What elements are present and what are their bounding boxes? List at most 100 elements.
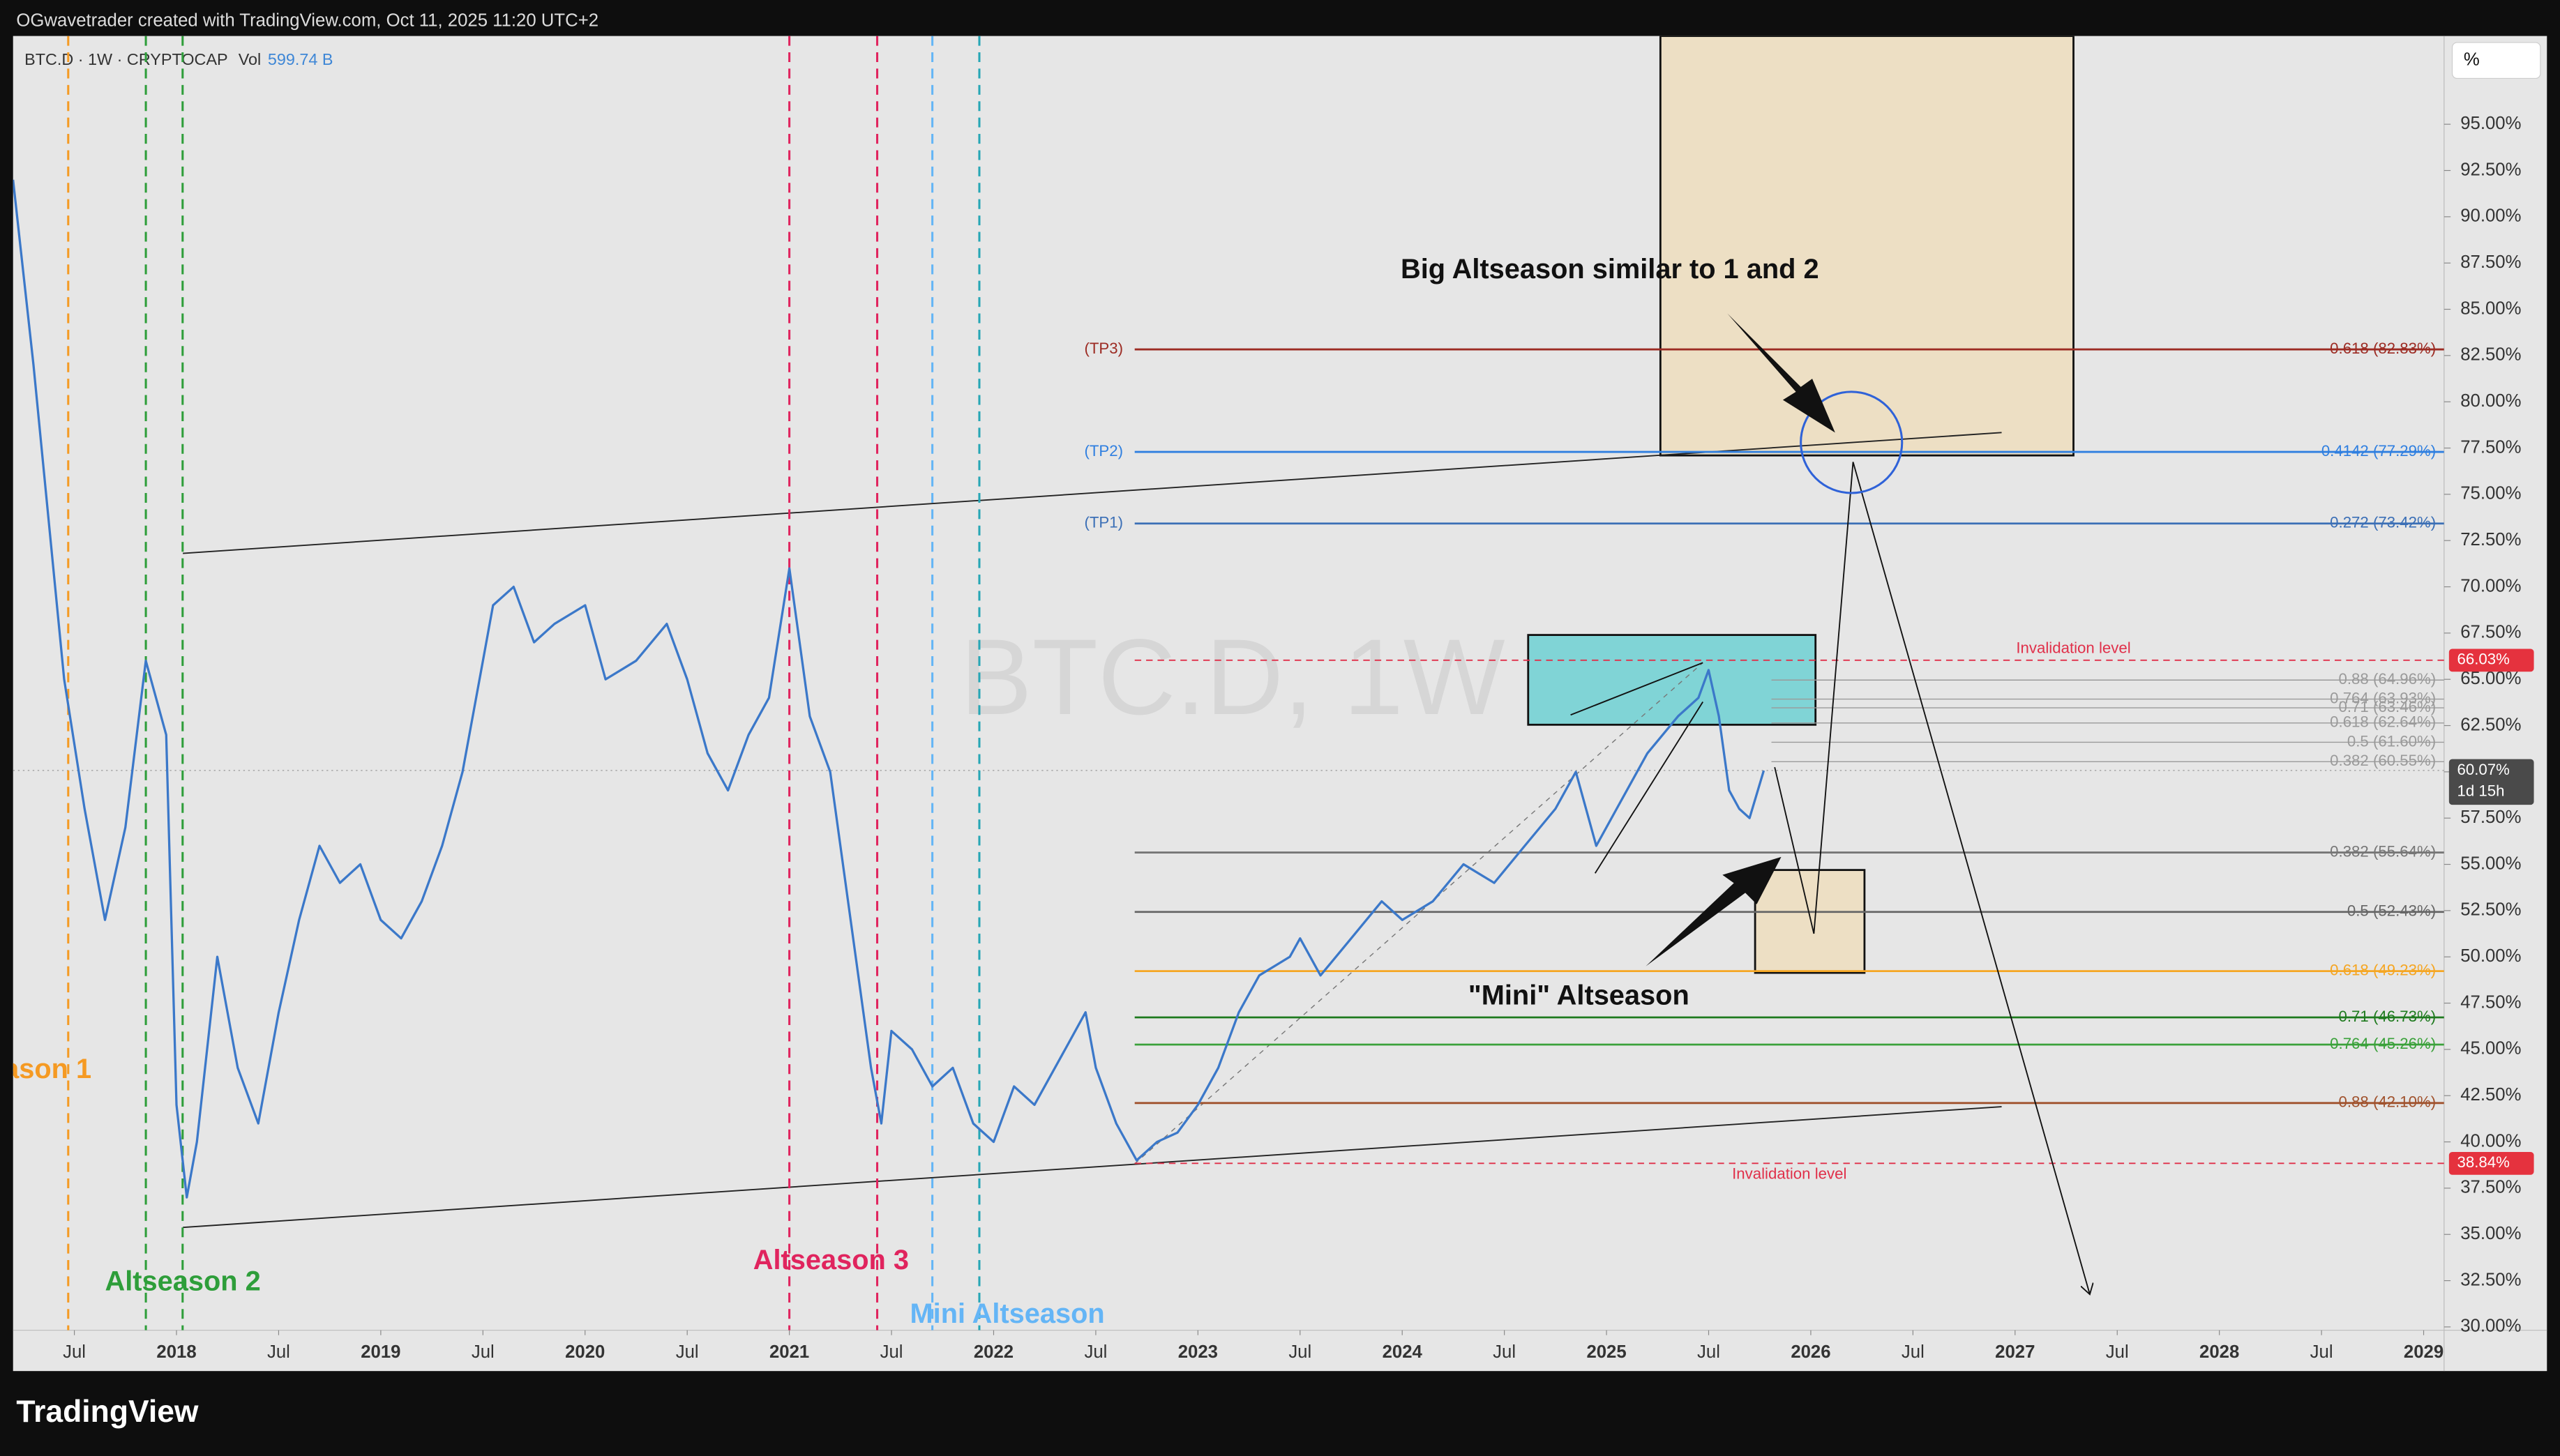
y-tick-label: 87.50%: [2460, 252, 2521, 272]
fib-label: -0.272 (73.42%): [2325, 514, 2436, 531]
fib-label: 0.618 (49.23%): [2330, 962, 2436, 979]
x-tick-label: 2024: [1383, 1342, 1423, 1362]
y-tick-label: 85.00%: [2460, 298, 2521, 318]
season-label: Altseason 2: [105, 1266, 261, 1296]
x-tick-label: 2019: [361, 1342, 400, 1362]
x-tick-label: 2026: [1791, 1342, 1830, 1362]
y-tick-label: 90.00%: [2460, 206, 2521, 226]
y-tick-label: 40.00%: [2460, 1131, 2521, 1151]
drawings: Big Altseason similar to 1 and 2 "Mini" …: [13, 254, 2090, 1329]
price-tag-label: 66.03%: [2457, 651, 2510, 668]
y-tick-label: 67.50%: [2460, 623, 2521, 642]
mini-arrow: [1646, 856, 1782, 966]
price-tag: [2448, 1151, 2534, 1175]
fib-label: -0.4142 (77.29%): [2316, 442, 2436, 460]
y-tick-label: 42.50%: [2460, 1085, 2521, 1105]
x-tick-label: Jul: [676, 1342, 699, 1362]
x-tick-label: 2029: [2404, 1342, 2444, 1362]
fib-label: 0.5 (61.60%): [2347, 732, 2436, 750]
big-arrow: [1727, 313, 1835, 433]
caption: OGwavetrader created with TradingView.co…: [16, 10, 598, 30]
annotation: "Mini" Altseason: [1468, 980, 1689, 1011]
x-tick-label: 2027: [1995, 1342, 2035, 1362]
y-tick-label: 95.00%: [2460, 114, 2521, 133]
fib-tag: (TP2): [1084, 442, 1123, 460]
plot: [13, 36, 2444, 1330]
y-tick-label: 65.00%: [2460, 669, 2521, 688]
chart-area: [13, 36, 2547, 1372]
fib-label: 0.5 (52.43%): [2347, 902, 2436, 920]
x-tick-label: 2018: [156, 1342, 196, 1362]
y-tick-label: 80.00%: [2460, 391, 2521, 411]
projection-path: [1774, 462, 2090, 1294]
x-tick-label: Jul: [1288, 1342, 1311, 1362]
watermark: BTC.D, 1W: [961, 616, 1505, 737]
fib-label: 0.764 (63.93%): [2330, 689, 2436, 706]
y-tick-label: 72.50%: [2460, 530, 2521, 549]
target-box: [1659, 36, 2075, 457]
channel-bottom: [183, 1106, 2002, 1229]
x-tick-label: 2028: [2199, 1342, 2239, 1362]
y-tick-label: 45.00%: [2460, 1039, 2521, 1059]
fib-label: 0.88 (42.10%): [2339, 1093, 2437, 1111]
fib-label: 0.71 (46.73%): [2339, 1008, 2437, 1025]
x-tick-label: Jul: [2106, 1342, 2129, 1362]
fib-label: 0.382 (55.64%): [2330, 842, 2436, 860]
y-tick-label: 47.50%: [2460, 992, 2521, 1012]
y-tick-label: 70.00%: [2460, 576, 2521, 596]
wedge-top: [1570, 662, 1703, 716]
season-label: Altseason 3: [753, 1245, 909, 1275]
wedge-bottom: [1594, 702, 1703, 874]
x-tick-label: Jul: [63, 1342, 86, 1362]
invalidation-note: Invalidation level: [1732, 1165, 1846, 1183]
last-price-label: 60.07%: [2457, 761, 2510, 778]
fib-label: 0.618 (62.64%): [2330, 713, 2436, 731]
y-tick-label: 82.50%: [2460, 345, 2521, 365]
y-tick-label: 32.50%: [2460, 1270, 2521, 1289]
fib-label: 0.71 (63.46%): [2339, 698, 2437, 715]
x-tick-label: 2021: [769, 1342, 809, 1362]
y-tick-label: 50.00%: [2460, 946, 2521, 966]
season-labels: Altseason 1: [13, 1054, 91, 1084]
price-tag-label: 38.84%: [2457, 1153, 2510, 1171]
volume-label: Vol: [239, 50, 262, 68]
invalidation-note: Invalidation level: [2016, 639, 2130, 656]
y-tick-label: 30.00%: [2460, 1317, 2521, 1336]
x-tick-label: 2022: [974, 1342, 1014, 1362]
scale-button-label[interactable]: %: [2464, 50, 2480, 70]
fib-label: 0.88 (64.96%): [2339, 670, 2437, 688]
y-tick-label: 55.00%: [2460, 854, 2521, 873]
x-tick-label: 2020: [565, 1342, 605, 1362]
x-tick-label: Jul: [1902, 1342, 1925, 1362]
fib-tag: (TP1): [1084, 514, 1123, 531]
logo[interactable]: TradingView: [16, 1395, 199, 1429]
price-series: [13, 179, 1765, 1199]
fib-base: [1134, 662, 1703, 1165]
x-tick-label: Jul: [2310, 1342, 2333, 1362]
last-price-tag: [2448, 759, 2534, 805]
scale-button[interactable]: [2451, 42, 2541, 79]
x-tick-label: Jul: [1084, 1342, 1107, 1362]
y-tick-label: 77.50%: [2460, 437, 2521, 457]
fib-label: -0.618 (82.83%): [2325, 340, 2436, 357]
y-tick-label: 52.50%: [2460, 900, 2521, 920]
topping-box: [1527, 634, 1817, 726]
y-tick-label: 62.50%: [2460, 715, 2521, 734]
y-tick-label: 57.50%: [2460, 807, 2521, 827]
fib-tag: (TP3): [1084, 340, 1123, 357]
y-tick-label: 35.00%: [2460, 1224, 2521, 1243]
x-tick-label: 2023: [1178, 1342, 1218, 1362]
countdown: 1d 15h: [2457, 782, 2505, 799]
fib-label: 0.764 (45.26%): [2330, 1035, 2436, 1052]
target-circle: [1800, 390, 1904, 494]
symbol: BTC.D · 1W · CRYPTOCAP: [24, 50, 228, 68]
x-tick-label: 2025: [1586, 1342, 1626, 1362]
y-tick-label: 92.50%: [2460, 160, 2521, 179]
x-tick-label: Jul: [880, 1342, 903, 1362]
volume: 599.74 B: [268, 50, 333, 68]
x-tick-label: Jul: [267, 1342, 290, 1362]
fib-label: 0.382 (60.55%): [2330, 752, 2436, 769]
annotation: Big Altseason similar to 1 and 2: [1401, 254, 1819, 285]
